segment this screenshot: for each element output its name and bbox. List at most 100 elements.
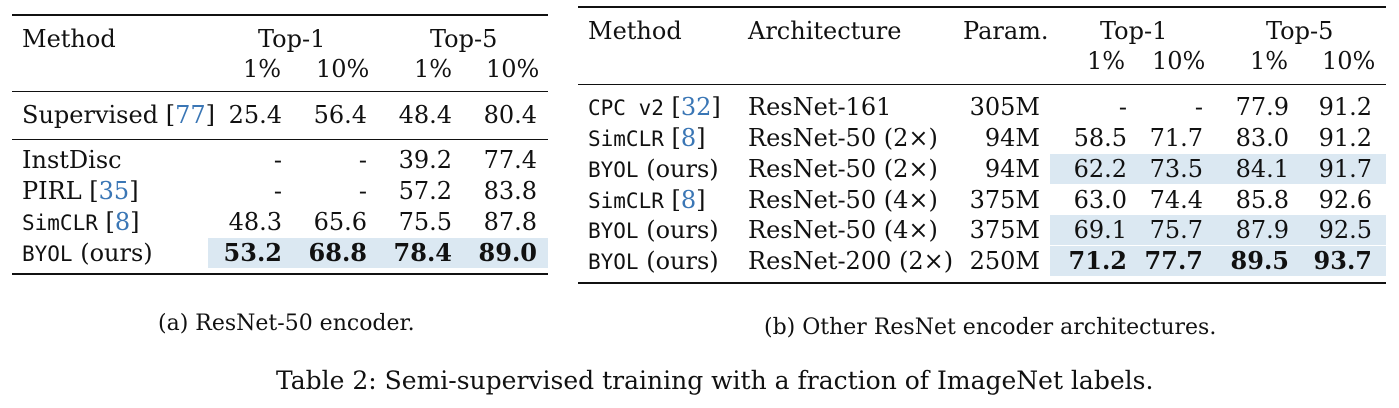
table-a-cell: 89.0	[478, 238, 537, 267]
table-a-cell: 75.5	[398, 208, 452, 236]
table-b-cell: 74.4	[1149, 186, 1203, 214]
table-b-highlight	[1050, 215, 1386, 245]
table-a-row-simclr-method: SimCLR [8]	[22, 208, 140, 236]
table-b-caption: (b) Other ResNet encoder architectures.	[764, 315, 1217, 340]
table-b-param-cell: 250M	[969, 247, 1040, 275]
table-b-param-cell: 305M	[969, 93, 1040, 121]
table-a-cell: 25.4	[228, 101, 282, 129]
table-b-header-top1-10pct: 10%	[1152, 47, 1206, 75]
citation-link[interactable]: 8	[680, 124, 697, 152]
table-a-row-supervised-method: Supervised [77]	[22, 101, 215, 129]
table-b-cell: 58.5	[1073, 124, 1127, 152]
table-b-header-architecture: Architecture	[748, 17, 902, 45]
main-caption: Table 2: Semi-supervised training with a…	[276, 366, 1154, 395]
table-b-header-top5-10pct: 10%	[1322, 47, 1376, 75]
table-b-arch-cell: ResNet-50 (2×)	[748, 124, 938, 152]
table-a-header-top1: Top-1	[258, 25, 326, 53]
table-b-header-top1-1pct: 1%	[1087, 47, 1126, 75]
table-b-cell: -	[1194, 93, 1203, 121]
table-a-header-method: Method	[22, 25, 116, 53]
table-a-row-byol-method: BYOL (ours)	[22, 239, 153, 267]
table-b-cell: 92.6	[1318, 186, 1372, 214]
citation-link[interactable]: 8	[680, 186, 697, 214]
table-b-param-cell: 94M	[984, 124, 1040, 152]
table-b-cell: 91.7	[1318, 155, 1372, 183]
table-b-row-simclr-2x-method: SimCLR [8]	[588, 124, 706, 152]
table-a-row-instdisc-method: InstDisc	[22, 146, 122, 174]
table-b-row-simclr-4x-method: SimCLR [8]	[588, 186, 706, 214]
table-a-cell: 57.2	[398, 177, 452, 205]
table-b-cell: 91.2	[1318, 93, 1372, 121]
table-b-header-top5-1pct: 1%	[1250, 47, 1289, 75]
table-b-header-top1: Top-1	[1100, 17, 1168, 45]
table-b-arch-cell: ResNet-50 (4×)	[748, 216, 938, 244]
table-a-header-top5-1pct: 1%	[414, 55, 453, 83]
table-b-row-cpcv2-method: CPC v2 [32]	[588, 93, 721, 121]
table-a-header-top5-10pct: 10%	[486, 55, 540, 83]
table-a-cell: -	[358, 146, 367, 174]
table-a-cell: 78.4	[393, 238, 452, 267]
table-b-row-byol-200-method: BYOL (ours)	[588, 247, 719, 275]
table-a-header-top1-10pct: 10%	[316, 55, 370, 83]
table-b-cell: -	[1118, 93, 1127, 121]
table-b-header-method: Method	[588, 17, 682, 45]
table-b-row-byol-2x-method: BYOL (ours)	[588, 155, 719, 183]
table-a-row-pirl-method: PIRL [35]	[22, 177, 139, 205]
table-a-cell: 48.4	[398, 101, 452, 129]
table-b-highlight	[1050, 154, 1386, 184]
table-b-arch-cell: ResNet-200 (2×)	[748, 247, 954, 275]
table-b-cell: 92.5	[1318, 216, 1372, 244]
table-b-cell: 62.2	[1073, 155, 1127, 183]
table-b-cell: 75.7	[1149, 216, 1203, 244]
table-a-caption: (a) ResNet-50 encoder.	[158, 311, 415, 336]
table-b-header-param: Param.	[963, 17, 1049, 45]
table-a-mid-rule	[12, 139, 548, 140]
table-b-cell: 69.1	[1073, 216, 1127, 244]
table-a-cell: -	[273, 146, 282, 174]
table-b-row-byol-4x-method: BYOL (ours)	[588, 216, 719, 244]
table-b-arch-cell: ResNet-161	[748, 93, 892, 121]
table-a-cell: 53.2	[223, 238, 282, 267]
table-b-cell: 71.7	[1149, 124, 1203, 152]
table-a-cell: -	[358, 177, 367, 205]
table-a-cell: 48.3	[228, 208, 282, 236]
table-a-header-top5: Top-5	[430, 25, 498, 53]
table-b-cell: 85.8	[1235, 186, 1289, 214]
citation-link[interactable]: 35	[98, 177, 130, 205]
table-b-param-cell: 375M	[969, 216, 1040, 244]
table-a-cell: 83.8	[483, 177, 537, 205]
table-b-cell: 77.7	[1144, 246, 1203, 275]
citation-link[interactable]: 32	[680, 93, 712, 121]
table-b-param-cell: 94M	[984, 155, 1040, 183]
table-a-header-top1-1pct: 1%	[243, 55, 282, 83]
table-a-header-rule	[12, 91, 548, 92]
table-b-param-cell: 375M	[969, 186, 1040, 214]
table-a-cell: 65.6	[313, 208, 367, 236]
table-a-top-rule	[12, 14, 548, 16]
table-b-cell: 83.0	[1235, 124, 1289, 152]
table-b-top-rule	[578, 6, 1386, 8]
table-b-arch-cell: ResNet-50 (2×)	[748, 155, 938, 183]
citation-link[interactable]: 77	[175, 101, 206, 129]
table-b-cell: 91.2	[1318, 124, 1372, 152]
table-a-highlight	[208, 238, 548, 268]
table-b-header-rule	[578, 84, 1386, 85]
table-b-cell: 73.5	[1149, 155, 1203, 183]
table-b-cell: 71.2	[1068, 246, 1127, 275]
table-b-highlight	[1050, 246, 1386, 276]
table-b-cell: 77.9	[1235, 93, 1289, 121]
table-a-cell: 77.4	[483, 146, 537, 174]
table-a-cell: 80.4	[483, 101, 537, 129]
table-b-cell: 87.9	[1235, 216, 1289, 244]
citation-link[interactable]: 8	[114, 208, 131, 236]
table-a-cell: -	[273, 177, 282, 205]
table-b-cell: 84.1	[1235, 155, 1289, 183]
table-a-cell: 68.8	[308, 238, 367, 267]
table-b-header-top5: Top-5	[1266, 17, 1334, 45]
table-b-cell: 93.7	[1313, 246, 1372, 275]
table-b-cell: 63.0	[1073, 186, 1127, 214]
table-a-cell: 87.8	[483, 208, 537, 236]
table-a-bottom-rule	[12, 273, 548, 275]
table-a-cell: 56.4	[313, 101, 367, 129]
table-b-cell: 89.5	[1230, 246, 1289, 275]
